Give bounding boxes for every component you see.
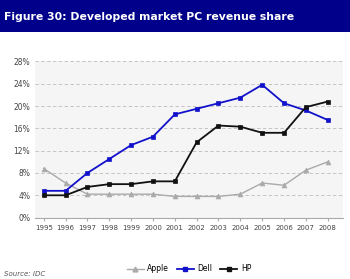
Legend: Apple, Dell, HP: Apple, Dell, HP: [124, 261, 254, 276]
Text: Source: IDC: Source: IDC: [4, 271, 45, 277]
Text: Figure 30: Developed market PC revenue share: Figure 30: Developed market PC revenue s…: [4, 12, 294, 22]
